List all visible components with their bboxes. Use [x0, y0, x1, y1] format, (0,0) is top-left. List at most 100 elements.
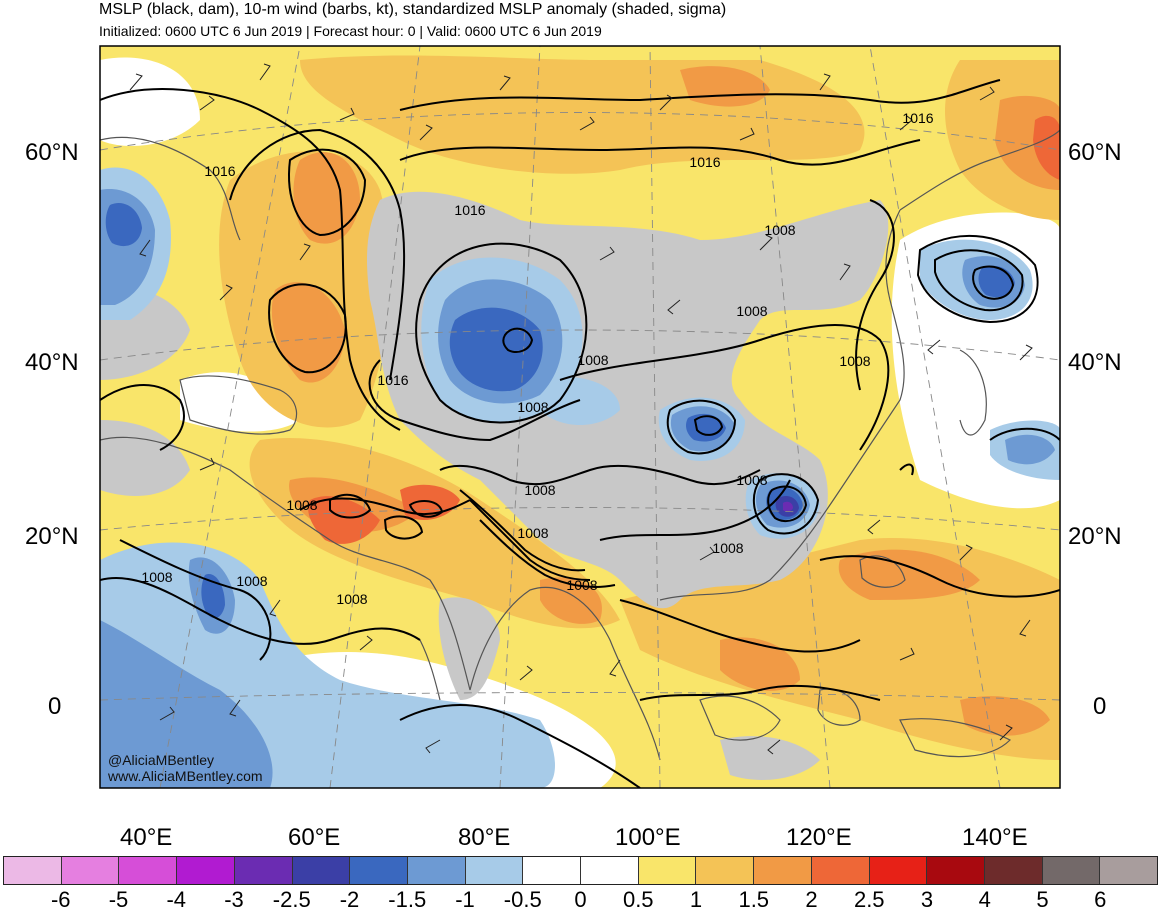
lat-label-left: 40°N — [25, 349, 79, 376]
lat-label-right: 0 — [1093, 693, 1107, 720]
anomaly-positive-region — [838, 549, 980, 600]
anomaly-negative-region — [1005, 434, 1055, 465]
colorbar-tick-label: 6 — [1094, 887, 1107, 912]
colorbar-swatch — [350, 857, 408, 884]
lat-label-left: 60°N — [25, 139, 79, 166]
anomaly-low-region — [720, 736, 820, 780]
contour-label: 1008 — [736, 472, 767, 488]
colorbar-tick-label: -3 — [224, 887, 244, 912]
colorbar-swatch — [177, 857, 235, 884]
lat-label-right: 60°N — [1068, 139, 1122, 166]
contour-label: 1008 — [736, 303, 767, 319]
anomaly-low-region — [438, 597, 500, 700]
lat-label-right: 40°N — [1068, 349, 1122, 376]
colorbar-swatch — [1042, 857, 1101, 884]
colorbar-tick-label: 0.5 — [622, 887, 654, 912]
graticule — [100, 46, 1060, 788]
colorbar-swatch — [407, 857, 466, 884]
mslp-contours — [100, 79, 1060, 788]
credit-website: www.AliciaMBentley.com — [108, 768, 263, 784]
contour-label: 1016 — [902, 110, 933, 126]
colorbar-tick-label: -6 — [50, 887, 71, 912]
lon-label: 140°E — [962, 824, 1028, 851]
colorbar-tick-label: -1.5 — [388, 887, 427, 912]
colorbar-tick-label: -1 — [455, 887, 475, 912]
contour-label: 1008 — [566, 577, 597, 593]
colorbar-swatch — [465, 857, 524, 884]
colorbar-swatch — [927, 857, 985, 884]
colorbar-tick-label: 5 — [1036, 887, 1049, 912]
contour-label: 1008 — [839, 353, 870, 369]
contour-label: 1008 — [286, 497, 317, 513]
colorbar-swatch — [292, 857, 351, 884]
colorbar-swatch — [754, 857, 812, 884]
lon-label: 120°E — [786, 824, 852, 851]
colorbar-tick-label: 3 — [920, 887, 934, 912]
colorbar-tick-label: 0 — [574, 887, 587, 912]
contour-label: 1016 — [377, 372, 408, 388]
colorbar-tick-label: -4 — [166, 887, 187, 912]
anomaly-positive-region — [1033, 115, 1060, 180]
colorbar-swatch — [4, 857, 62, 884]
anomaly-positive-region — [293, 152, 360, 244]
colorbar-tick-label: -2 — [339, 887, 360, 912]
colorbar-swatch — [61, 857, 120, 884]
colorbar-tick-label: 1.5 — [738, 887, 770, 912]
contour-label: 1016 — [689, 154, 720, 170]
colorbar-swatch — [638, 857, 697, 884]
colorbar-swatch — [581, 857, 639, 884]
contour-label: 1008 — [236, 573, 267, 589]
lon-label: 80°E — [458, 824, 511, 851]
colorbar-tick-label: 2.5 — [853, 887, 885, 912]
wind-barbs — [129, 63, 1033, 755]
map-frame — [99, 45, 1061, 789]
anomaly-positive-region — [271, 282, 345, 383]
anomaly-negative-region — [100, 620, 273, 788]
lon-label: 60°E — [288, 824, 341, 851]
colorbar-swatch — [696, 857, 755, 884]
contour-label: 1008 — [141, 569, 172, 585]
contour-label: 1008 — [517, 399, 548, 415]
contour-label: 1008 — [517, 525, 548, 541]
map-panel — [100, 46, 1060, 788]
colorbar-swatch — [1100, 857, 1158, 884]
coastlines — [100, 129, 1060, 761]
anomaly-negative-region — [201, 574, 225, 619]
lon-label: 40°E — [120, 824, 173, 851]
lat-label-left: 20°N — [25, 523, 79, 550]
contour-label: 1016 — [204, 163, 235, 179]
colorbar-tick-label: -0.5 — [503, 887, 542, 912]
lat-label-left: 0 — [48, 693, 62, 720]
colorbar-swatch — [234, 857, 293, 884]
contour-label: 1008 — [577, 352, 608, 368]
anomaly-negative-region — [783, 501, 793, 512]
colorbar-swatch — [523, 857, 582, 884]
chart-subtitle: Initialized: 0600 UTC 6 Jun 2019 | Forec… — [99, 23, 602, 39]
colorbar-tick-label: 2 — [805, 887, 818, 912]
chart-title: MSLP (black, dam), 10-m wind (barbs, kt)… — [99, 1, 727, 18]
colorbar-tick-label: -2.5 — [272, 887, 311, 912]
contour-label: 1008 — [764, 222, 795, 238]
contour-label-group: 1016 1016 1016 1016 1016 1008 1008 1008 … — [141, 110, 933, 607]
colorbar-tick-label: 4 — [978, 887, 991, 912]
colorbar — [3, 856, 1158, 885]
colorbar-swatch — [811, 857, 870, 884]
anomaly-positive-region — [308, 496, 380, 544]
anomaly-positive-region — [960, 696, 1050, 736]
lat-label-right: 20°N — [1068, 523, 1122, 550]
anomaly-negative-region — [105, 202, 142, 247]
contour-label: 1008 — [524, 482, 555, 498]
anomaly-neutral-region — [100, 57, 200, 146]
contour-label: 1008 — [336, 591, 367, 607]
colorbar-swatch — [984, 857, 1043, 884]
anomaly-positive-region — [720, 637, 800, 691]
colorbar-tick-label: -5 — [108, 887, 129, 912]
anomaly-low-region — [100, 420, 190, 496]
contour-label: 1016 — [454, 202, 485, 218]
colorbar-swatch — [119, 857, 178, 884]
contour-label: 1008 — [712, 540, 743, 556]
lon-label: 100°E — [615, 824, 681, 851]
colorbar-swatch — [869, 857, 928, 884]
colorbar-tick-label: 1 — [689, 887, 703, 912]
